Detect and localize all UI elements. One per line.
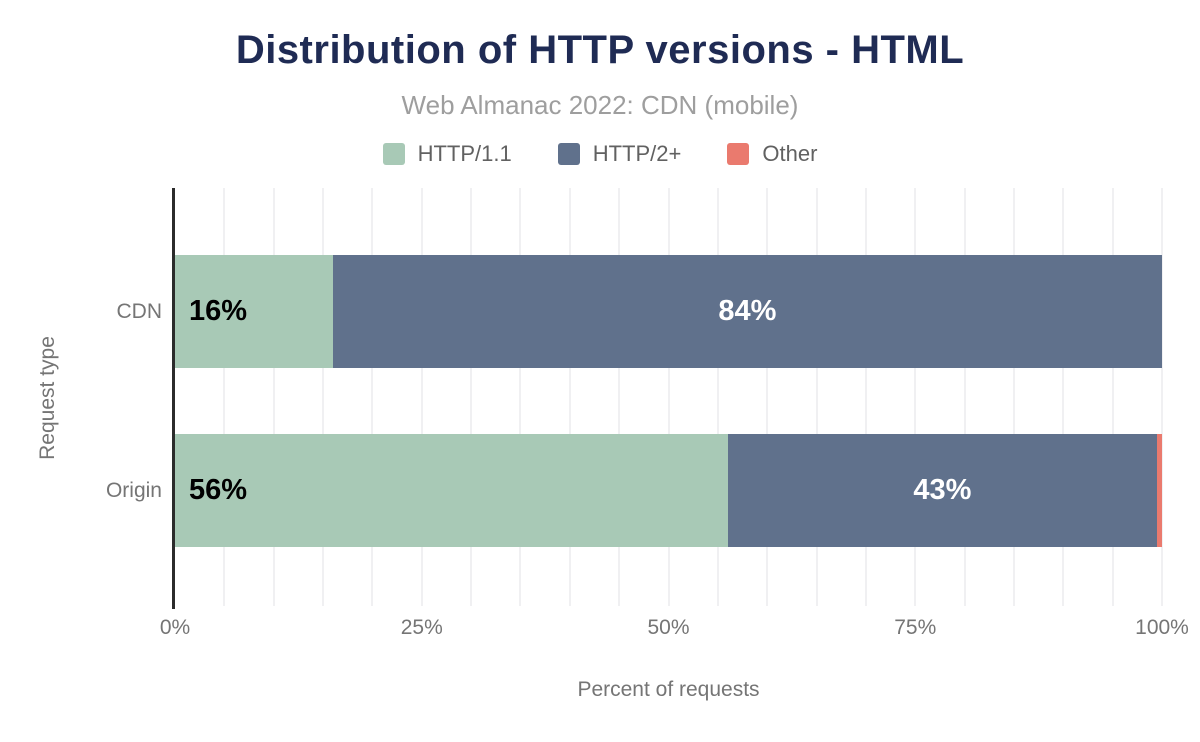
gridline [420, 188, 423, 606]
gridline [223, 188, 226, 606]
legend-item-http11[interactable]: HTTP/1.1 [382, 141, 512, 167]
bar-row-origin: 56% 43% [175, 434, 1162, 547]
bar-value-label: 84% [718, 295, 777, 327]
gridline [371, 188, 374, 606]
gridline [864, 188, 867, 606]
legend-label: HTTP/1.1 [417, 141, 512, 166]
x-tick-label: 100% [1135, 616, 1189, 639]
chart-subtitle: Web Almanac 2022: CDN (mobile) [401, 90, 799, 120]
legend-label: HTTP/2+ [592, 141, 682, 166]
gridline [470, 188, 473, 606]
gridline [716, 188, 719, 606]
bar-segment-cdn-http11[interactable]: 16% [175, 255, 333, 368]
gridline [1012, 188, 1015, 606]
gridline [1111, 188, 1114, 606]
legend-item-other[interactable]: Other [727, 141, 817, 167]
gridline [618, 188, 621, 606]
gridline [667, 188, 670, 606]
legend-swatch-icon [382, 143, 405, 165]
bar-row-cdn: 16% 84% [175, 255, 1162, 368]
bar-value-label: 43% [913, 474, 972, 506]
x-axis-title: Percent of requests [577, 678, 760, 701]
y-category-label-origin: Origin [105, 478, 162, 502]
bar-segment-origin-other[interactable] [1157, 434, 1162, 547]
legend-swatch-icon [727, 143, 750, 165]
bar-segment-origin-http2[interactable]: 43% [727, 434, 1158, 547]
legend: HTTP/1.1 HTTP/2+ Other [0, 141, 1200, 167]
legend-swatch-icon [557, 143, 580, 165]
gridline [1062, 188, 1065, 606]
gridline [568, 188, 571, 606]
gridline [914, 188, 917, 606]
chart-title: Distribution of HTTP versions - HTML [235, 28, 965, 72]
bar-value-label: 16% [189, 295, 248, 327]
gridline [322, 188, 325, 606]
x-tick-label: 75% [894, 616, 937, 639]
gridline [1161, 188, 1163, 606]
x-tick-label: 25% [400, 616, 443, 639]
gridline [815, 188, 818, 606]
gridline [519, 188, 522, 606]
legend-label: Other [762, 141, 818, 166]
x-tick-label: 50% [647, 616, 690, 639]
gridline [963, 188, 966, 606]
x-tick-label: 0% [159, 616, 191, 639]
y-axis-title: Request type [36, 336, 59, 460]
y-category-label-cdn: CDN [116, 299, 163, 323]
gridline [766, 188, 769, 606]
bar-value-label: 56% [189, 474, 248, 506]
bar-segment-cdn-http2[interactable]: 84% [332, 255, 1162, 368]
gridline [272, 188, 275, 606]
y-axis-line [172, 188, 175, 609]
legend-item-http2[interactable]: HTTP/2+ [557, 141, 682, 167]
bar-segment-origin-http11[interactable]: 56% [175, 434, 728, 547]
